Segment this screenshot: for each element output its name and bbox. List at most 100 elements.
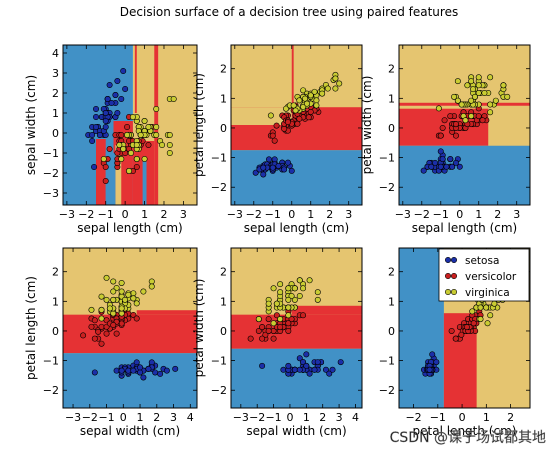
- x-tick-label: 1: [137, 411, 144, 424]
- data-point-setosa: [137, 364, 144, 371]
- data-point-virginica: [121, 296, 128, 303]
- data-point-virginica: [290, 102, 297, 109]
- data-point-virginica: [100, 156, 107, 163]
- data-point-virginica: [255, 316, 262, 323]
- data-point-versicolor: [281, 125, 288, 132]
- x-tick-label: −1: [430, 411, 446, 424]
- data-point-setosa: [130, 367, 137, 374]
- data-point-setosa: [303, 351, 310, 358]
- x-tick-label: 1: [141, 208, 148, 221]
- x-tick-label: 0: [122, 208, 129, 221]
- data-point-setosa: [114, 78, 121, 85]
- data-point-virginica: [133, 300, 140, 307]
- x-tick-label: −2: [246, 208, 262, 221]
- data-point-virginica: [500, 82, 507, 89]
- data-point-setosa: [163, 367, 170, 374]
- data-point-versicolor: [247, 335, 254, 342]
- x-tick-label: 2: [319, 411, 326, 424]
- x-tick-label: 2: [507, 411, 514, 424]
- data-point-virginica: [270, 285, 277, 292]
- data-point-virginica: [98, 293, 105, 300]
- data-point-virginica: [454, 78, 461, 85]
- data-point-virginica: [166, 150, 173, 157]
- data-point-setosa: [428, 163, 435, 170]
- y-axis-label: petal length (cm): [192, 73, 206, 177]
- data-point-virginica: [454, 97, 461, 104]
- data-point-virginica: [110, 296, 117, 303]
- x-tick-label: −3: [233, 411, 249, 424]
- x-tick-label: 3: [336, 411, 343, 424]
- data-point-setosa: [265, 156, 272, 163]
- data-point-virginica: [504, 93, 511, 100]
- data-point-setosa: [281, 166, 288, 173]
- data-point-virginica: [159, 142, 166, 149]
- data-point-versicolor: [102, 164, 109, 171]
- data-point-virginica: [153, 132, 160, 139]
- data-point-virginica: [277, 316, 284, 323]
- data-point-virginica: [477, 304, 484, 311]
- data-point-versicolor: [452, 132, 459, 139]
- data-point-virginica: [110, 288, 117, 295]
- data-point-setosa: [260, 164, 267, 171]
- x-tick-label: −3: [395, 208, 411, 221]
- data-point-virginica: [124, 132, 131, 139]
- data-point-virginica: [125, 291, 132, 298]
- data-point-versicolor: [437, 132, 444, 139]
- data-point-setosa: [140, 374, 147, 381]
- x-tick-label: 3: [513, 208, 520, 221]
- data-point-virginica: [458, 101, 465, 108]
- plot-area: [231, 248, 362, 408]
- data-point-setosa: [280, 366, 287, 373]
- data-point-virginica: [332, 85, 339, 92]
- data-point-virginica: [475, 74, 482, 81]
- data-point-setosa: [137, 369, 144, 376]
- data-point-virginica: [288, 292, 295, 299]
- data-point-virginica: [118, 279, 125, 286]
- data-point-setosa: [91, 369, 98, 376]
- data-point-versicolor: [294, 120, 301, 127]
- data-point-setosa: [106, 82, 113, 89]
- data-point-virginica: [475, 82, 482, 89]
- data-point-setosa: [285, 362, 292, 369]
- axes-frame: [398, 44, 531, 206]
- figure-title: Decision surface of a decision tree usin…: [120, 5, 458, 19]
- decision-region-versicolor: [136, 310, 197, 315]
- data-point-virginica: [336, 80, 343, 87]
- data-point-setosa: [102, 124, 109, 131]
- data-point-virginica: [116, 142, 123, 149]
- y-tick-label: 3: [52, 67, 59, 80]
- x-tick-label: 1: [483, 411, 490, 424]
- data-point-virginica: [133, 142, 140, 149]
- legend-marker-virginica: [450, 288, 457, 295]
- data-point-setosa: [260, 171, 267, 178]
- data-point-virginica: [303, 100, 310, 107]
- x-tick-label: 3: [170, 411, 177, 424]
- y-tick-label: −2: [379, 181, 395, 194]
- data-point-virginica: [153, 106, 160, 113]
- data-point-virginica: [470, 86, 477, 93]
- data-point-versicolor: [262, 331, 269, 338]
- data-point-virginica: [292, 107, 299, 114]
- data-point-virginica: [285, 296, 292, 303]
- data-point-setosa: [269, 164, 276, 171]
- data-point-setosa: [432, 159, 439, 166]
- data-point-versicolor: [124, 124, 131, 131]
- legend-label-virginica: virginica: [465, 287, 510, 299]
- data-point-virginica: [133, 156, 140, 163]
- data-point-versicolor: [288, 316, 295, 323]
- data-point-virginica: [332, 75, 339, 82]
- data-point-versicolor: [447, 113, 454, 120]
- data-point-setosa: [449, 163, 456, 170]
- data-point-setosa: [89, 132, 96, 139]
- data-point-setosa: [104, 96, 111, 103]
- data-point-setosa: [329, 366, 336, 373]
- data-point-virginica: [471, 93, 478, 100]
- data-point-setosa: [420, 167, 427, 174]
- axes-frame: [230, 44, 363, 206]
- data-point-virginica: [127, 150, 134, 157]
- data-point-virginica: [153, 124, 160, 131]
- plot-area: [399, 45, 530, 205]
- data-point-virginica: [267, 112, 274, 119]
